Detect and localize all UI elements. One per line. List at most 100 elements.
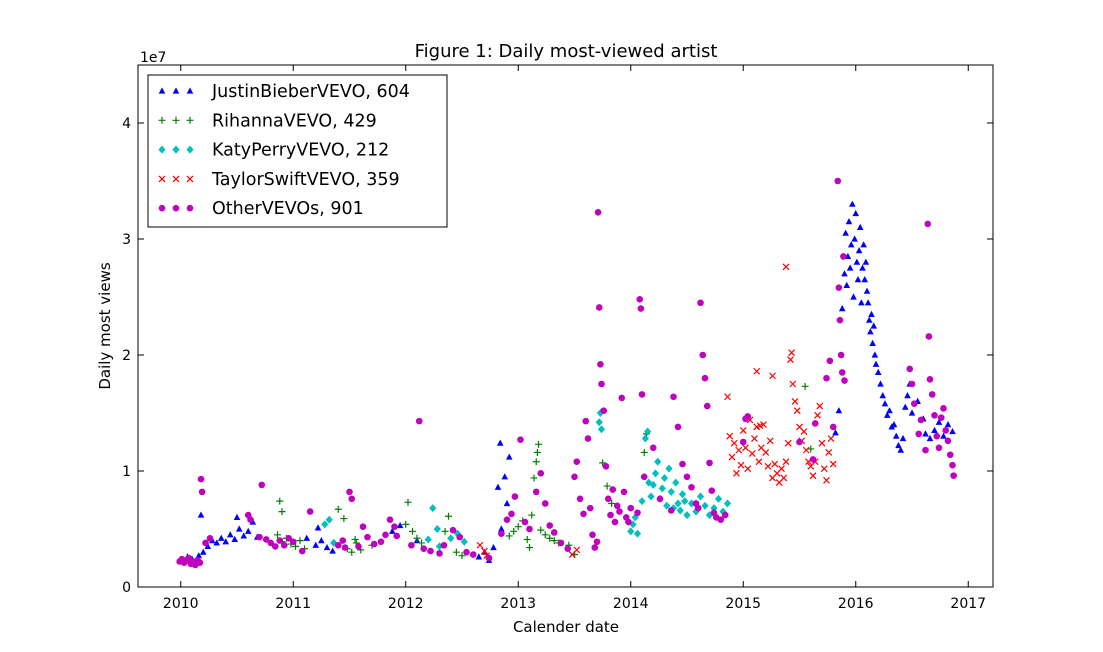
data-point [851,235,858,242]
data-point [546,534,554,542]
data-point [597,425,606,434]
data-point [881,400,889,407]
data-point [811,420,819,427]
legend-marker [172,145,180,154]
data-point [801,382,809,390]
data-point [814,411,821,419]
data-point [501,473,509,480]
data-point [550,537,558,545]
data-point [751,435,758,442]
data-point [853,258,861,265]
data-point [204,542,212,549]
data-point [724,393,731,401]
data-point [697,299,704,307]
data-point [862,258,870,265]
data-point [678,490,687,499]
data-point [306,508,314,515]
data-point [233,513,241,520]
data-point [756,422,764,430]
data-point [616,508,623,515]
data-point [755,458,763,466]
x-tick-label: 2016 [838,596,874,612]
data-point [427,547,434,555]
data-point [408,541,415,549]
data-point [402,520,410,528]
x-tick-label: 2012 [388,596,424,612]
data-point [323,543,331,551]
data-point [917,416,925,424]
data-point [503,516,511,524]
data-point [494,483,502,490]
data-point [933,432,941,440]
data-point [849,200,856,207]
data-point [895,441,902,449]
legend-marker [158,175,166,183]
data-point [771,460,779,468]
data-point [837,351,845,359]
data-point [838,369,846,376]
data-point [198,488,206,496]
data-point [285,534,293,542]
data-point [778,465,785,473]
data-point [235,525,243,532]
data-point [908,380,916,388]
data-point [949,461,956,469]
data-point [185,554,192,562]
data-point [846,264,854,271]
data-point [415,417,423,425]
legend-marker [186,175,194,183]
data-point [858,299,865,306]
data-point [382,531,389,539]
legend-marker [186,204,194,212]
data-point [753,367,761,375]
data-point [908,409,916,416]
data-point [835,284,843,292]
data-point [748,450,756,458]
data-point [580,510,587,518]
data-point [730,439,738,447]
data-point [452,548,460,556]
data-point [937,414,945,421]
x-tick-label: 2014 [613,596,649,612]
x-tick-label: 2010 [163,596,199,612]
data-point [864,299,872,306]
data-point [280,541,288,549]
data-point [199,548,207,555]
data-point [665,464,673,473]
y-axis-label: Daily most views [96,262,114,390]
data-point [742,444,749,452]
data-point [788,349,796,357]
data-point [388,527,396,534]
data-point [865,316,873,323]
data-point [564,545,572,553]
data-point [481,547,488,555]
data-point [607,511,614,519]
legend-marker [172,87,180,94]
data-point [573,458,581,466]
data-point [701,374,709,382]
data-point [609,486,617,493]
y-axis: 0 1 2 3 4 [122,116,993,596]
data-point [883,411,891,418]
data-point [915,430,923,438]
data-point [946,451,954,459]
data-point [598,380,605,388]
data-point [312,541,320,548]
data-point [660,473,669,482]
data-point [420,545,428,553]
data-point [836,316,844,324]
data-point [514,523,522,531]
data-point [787,356,794,364]
data-point [496,439,504,446]
data-point [594,209,602,216]
data-point [213,539,221,546]
data-point [926,434,934,442]
plot-frame [137,64,994,588]
data-point [485,554,493,562]
data-point [827,435,835,442]
data-point [633,529,642,538]
data-point [603,482,611,490]
data-point [541,500,549,507]
data-point [413,534,421,542]
data-point [950,472,957,479]
